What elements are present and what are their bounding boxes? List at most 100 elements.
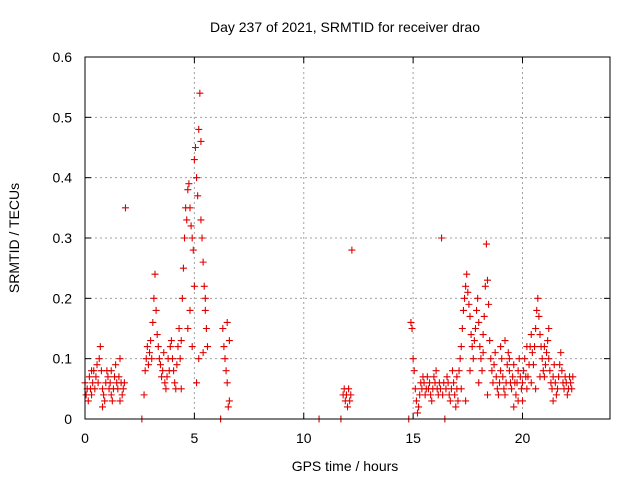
data-point [185,180,193,188]
data-point [527,331,535,339]
data-point [567,379,575,387]
chart-title: Day 237 of 2021, SRMTID for receiver dra… [210,19,480,35]
data-point [347,391,355,399]
data-point [443,373,451,381]
data-point [107,391,115,399]
data-point [108,397,116,405]
data-point [503,361,511,369]
data-point [519,379,526,387]
data-point [504,349,512,357]
data-point [411,385,419,393]
data-point [468,343,476,351]
data-point [505,355,513,363]
data-point [461,294,469,302]
data-point [169,355,176,363]
data-point [161,379,169,387]
data-point [84,397,92,405]
data-point [490,361,498,369]
data-point [170,367,178,375]
data-point [456,355,464,363]
data-point [225,397,233,405]
data-point [177,385,185,393]
data-point [544,337,552,345]
data-point [494,391,502,399]
data-point [462,282,470,290]
data-point [519,397,526,405]
data-point [150,294,158,302]
data-point [174,343,182,351]
data-point [485,300,493,308]
data-point [196,89,204,97]
data-point [463,270,471,278]
data-point [479,331,487,339]
data-point [410,367,418,375]
data-point [528,349,536,357]
data-point [484,276,491,284]
data-point [523,385,531,393]
data-point [451,391,459,399]
data-point [202,325,210,332]
data-point [489,379,497,387]
data-point [549,397,557,405]
data-point [510,403,518,411]
data-point [197,216,205,224]
data-point [546,367,554,375]
data-point [112,361,120,369]
data-point [523,343,531,351]
data-point [176,355,184,363]
data-point [144,361,152,369]
data-point [481,282,489,290]
data-point [466,367,474,375]
data-point [499,373,507,381]
data-point [156,361,164,369]
data-point [159,367,167,375]
data-point [173,361,181,369]
data-point [477,355,485,363]
data-point [154,343,162,351]
data-point [569,373,577,381]
data-point [453,373,461,381]
data-point [497,367,505,375]
data-point [524,373,532,381]
data-point [88,367,96,375]
data-point [412,397,420,405]
data-point [193,174,201,182]
plot-frame [84,56,611,420]
data-point [344,403,351,411]
data-point [201,294,209,302]
data-point [119,385,127,393]
data-point [533,306,541,314]
data-point [486,337,494,345]
y-tick-label: 0.4 [53,170,73,186]
data-point [450,379,458,387]
data-point [93,361,101,369]
y-tick-label: 0.2 [53,290,73,306]
data-point [438,234,446,242]
data-point [95,355,103,363]
data-point [532,325,540,332]
data-point [508,385,516,393]
x-tick-label: 15 [405,430,421,446]
data-point [554,385,561,393]
data-point [491,349,499,357]
data-point [221,355,229,363]
data-point [409,355,417,363]
data-point [474,294,482,302]
data-point [427,391,435,399]
data-point [116,355,124,363]
data-point [430,373,438,381]
data-point [167,337,175,345]
data-point [466,312,474,320]
data-point [534,294,542,302]
data-point [498,355,506,363]
data-point [446,397,454,405]
data-point [201,306,209,314]
data-point [143,343,151,351]
data-point [478,367,486,375]
data-point [195,125,203,133]
y-axis-label: SRMTID / TECUs [6,183,22,293]
data-point [458,325,466,332]
data-point [551,379,559,387]
data-point [482,240,490,248]
